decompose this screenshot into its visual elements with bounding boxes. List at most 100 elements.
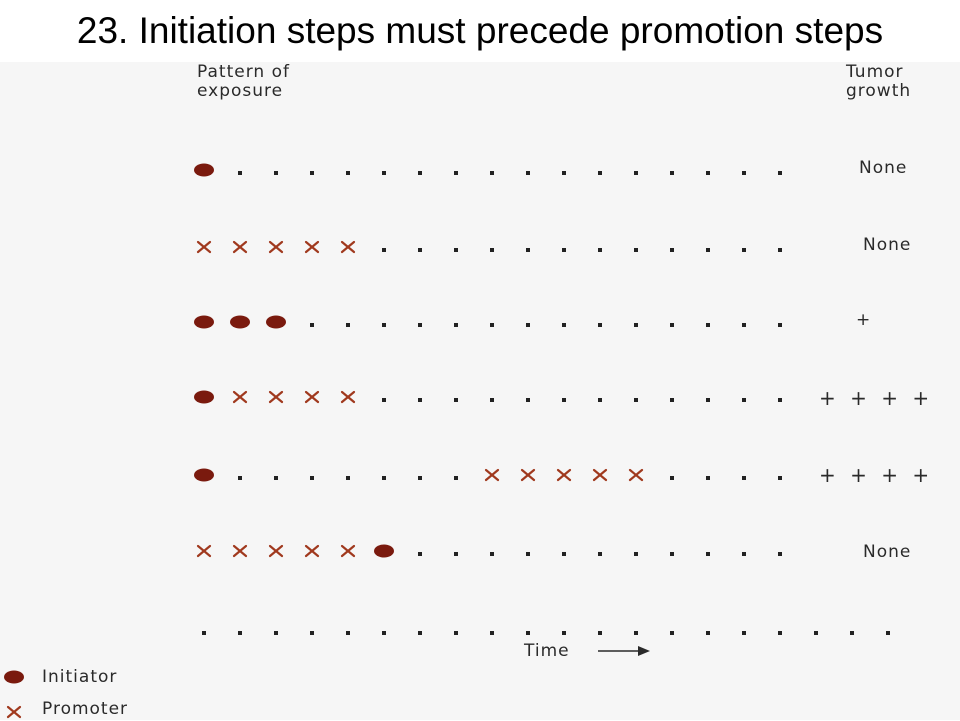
promoter-mark [628, 468, 644, 482]
time-dot [634, 171, 638, 175]
tumor-header-line1: Tumor [846, 62, 904, 82]
initiator-mark [194, 468, 214, 482]
time-dot [742, 248, 746, 252]
time-dot [418, 248, 422, 252]
promoter-mark [196, 240, 212, 254]
promoter-mark [196, 544, 212, 558]
time-dot [706, 171, 710, 175]
time-dot [490, 248, 494, 252]
time-dot [778, 631, 782, 635]
time-dot [598, 398, 602, 402]
time-dot [526, 631, 530, 635]
time-dot [706, 476, 710, 480]
result-row-5: + + + + [819, 463, 934, 487]
initiator-mark [194, 163, 214, 177]
time-dot [238, 631, 242, 635]
time-dot [742, 476, 746, 480]
time-dot [526, 398, 530, 402]
legend-promoter-label: Promoter [42, 699, 129, 719]
time-dot [706, 248, 710, 252]
time-dot [562, 323, 566, 327]
time-dot [418, 476, 422, 480]
time-dot [742, 398, 746, 402]
promoter-mark [304, 240, 320, 254]
time-dot [382, 631, 386, 635]
time-dot [274, 171, 278, 175]
time-dot [382, 323, 386, 327]
time-dot [382, 248, 386, 252]
time-dot [238, 476, 242, 480]
time-dot [238, 171, 242, 175]
time-dot [634, 248, 638, 252]
time-dot [418, 171, 422, 175]
initiator-mark [230, 315, 250, 329]
legend-initiator-label: Initiator [42, 667, 118, 687]
result-row-3: + [856, 310, 872, 330]
time-dot [634, 631, 638, 635]
promoter-mark [592, 468, 608, 482]
time-dot [346, 323, 350, 327]
promoter-mark [268, 544, 284, 558]
time-dot [778, 398, 782, 402]
time-dot [562, 552, 566, 556]
time-dot [382, 476, 386, 480]
tumor-header-line2: growth [846, 81, 912, 101]
time-dot [670, 248, 674, 252]
result-row-6: None [863, 542, 912, 562]
time-dot [742, 552, 746, 556]
time-dot [454, 248, 458, 252]
time-dot [670, 398, 674, 402]
time-dot [598, 323, 602, 327]
time-dot [742, 323, 746, 327]
time-dot [346, 171, 350, 175]
time-dot [598, 171, 602, 175]
time-dot [778, 323, 782, 327]
time-dot [634, 552, 638, 556]
time-dot [418, 552, 422, 556]
tumor-growth-header: Tumor growth [846, 63, 911, 101]
time-dot [418, 398, 422, 402]
time-dot [490, 171, 494, 175]
time-dot [454, 631, 458, 635]
time-dot [598, 552, 602, 556]
time-dot [886, 631, 890, 635]
time-dot [454, 476, 458, 480]
initiator-dot-icon [4, 670, 24, 684]
time-dot [850, 631, 854, 635]
time-dot [598, 248, 602, 252]
time-dot [310, 171, 314, 175]
result-row-2: None [863, 235, 912, 255]
time-dot [310, 323, 314, 327]
time-axis-label: Time [524, 641, 570, 661]
time-dot [778, 248, 782, 252]
promoter-mark [340, 240, 356, 254]
time-dot [418, 323, 422, 327]
time-dot [598, 631, 602, 635]
promoter-mark [340, 544, 356, 558]
slide-title: 23. Initiation steps must precede promot… [0, 0, 960, 62]
promoter-mark [304, 544, 320, 558]
initiator-mark [194, 390, 214, 404]
time-dot [562, 171, 566, 175]
time-dot [346, 631, 350, 635]
initiator-mark [266, 315, 286, 329]
time-dot [454, 171, 458, 175]
time-dot [454, 323, 458, 327]
time-dot [634, 398, 638, 402]
promoter-mark [556, 468, 572, 482]
promoter-mark [520, 468, 536, 482]
time-dot [562, 248, 566, 252]
time-dot [310, 631, 314, 635]
time-dot [778, 476, 782, 480]
time-dot [382, 398, 386, 402]
diagram-panel [0, 62, 960, 720]
promoter-mark [232, 390, 248, 404]
promoter-mark [232, 544, 248, 558]
time-dot [382, 171, 386, 175]
time-dot [670, 476, 674, 480]
time-dot [706, 552, 710, 556]
promoter-mark [340, 390, 356, 404]
time-dot [490, 323, 494, 327]
time-dot [526, 552, 530, 556]
